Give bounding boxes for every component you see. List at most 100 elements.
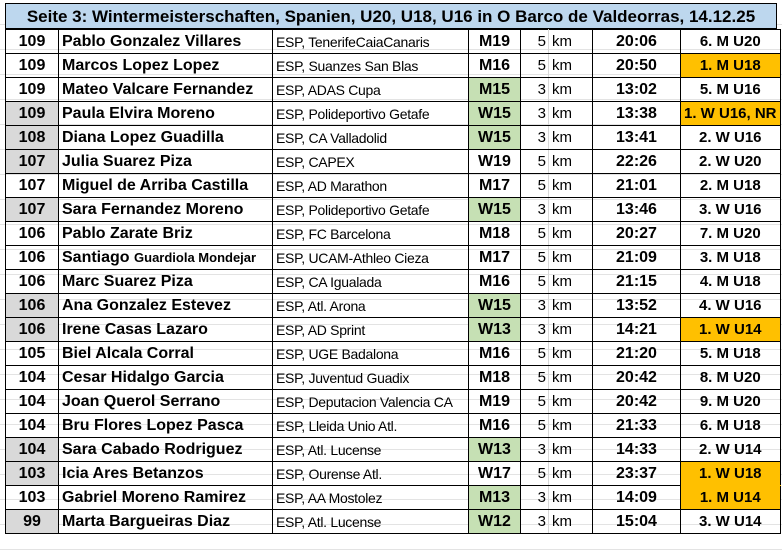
points-cell[interactable]: 103 — [5, 485, 59, 510]
class-cell[interactable]: M18 — [468, 365, 521, 390]
time-cell[interactable]: 13:41 — [592, 125, 681, 150]
distance-cell[interactable]: 3 — [520, 509, 549, 534]
place-cell[interactable]: 3. M U18 — [680, 245, 781, 270]
points-cell[interactable]: 99 — [5, 509, 59, 534]
distance-cell[interactable]: 5 — [520, 341, 549, 366]
place-cell[interactable]: 1. W U16, NR — [680, 101, 781, 126]
points-cell[interactable]: 109 — [5, 53, 59, 78]
time-cell[interactable]: 13:02 — [592, 77, 681, 102]
points-cell[interactable]: 106 — [5, 269, 59, 294]
name-cell[interactable]: Sara Fernandez Moreno — [58, 197, 273, 222]
class-cell[interactable]: M13 — [468, 485, 521, 510]
club-cell[interactable]: ESP, FC Barcelona — [272, 221, 469, 246]
distance-cell[interactable]: 3 — [520, 101, 549, 126]
unit-cell[interactable]: km — [548, 293, 593, 318]
unit-cell[interactable]: km — [548, 125, 593, 150]
name-cell[interactable]: Miguel de Arriba Castilla — [58, 173, 273, 198]
unit-cell[interactable]: km — [548, 173, 593, 198]
name-cell[interactable]: Gabriel Moreno Ramirez — [58, 485, 273, 510]
place-cell[interactable]: 9. M U20 — [680, 389, 781, 414]
name-cell[interactable]: Joan Querol Serrano — [58, 389, 273, 414]
distance-cell[interactable]: 3 — [520, 293, 549, 318]
name-cell[interactable]: Paula Elvira Moreno — [58, 101, 273, 126]
distance-cell[interactable]: 5 — [520, 461, 549, 486]
distance-cell[interactable]: 3 — [520, 197, 549, 222]
name-cell[interactable]: Icia Ares Betanzos — [58, 461, 273, 486]
points-cell[interactable]: 104 — [5, 437, 59, 462]
club-cell[interactable]: ESP, UCAM-Athleo Cieza — [272, 245, 469, 270]
time-cell[interactable]: 14:21 — [592, 317, 681, 342]
place-cell[interactable]: 7. M U20 — [680, 221, 781, 246]
class-cell[interactable]: M15 — [468, 77, 521, 102]
club-cell[interactable]: ESP, Polideportivo Getafe — [272, 197, 469, 222]
unit-cell[interactable]: km — [548, 149, 593, 174]
time-cell[interactable]: 20:06 — [592, 29, 681, 54]
name-cell[interactable]: Marcos Lopez Lopez — [58, 53, 273, 78]
class-cell[interactable]: M16 — [468, 269, 521, 294]
time-cell[interactable]: 14:33 — [592, 437, 681, 462]
unit-cell[interactable]: km — [548, 365, 593, 390]
points-cell[interactable]: 107 — [5, 197, 59, 222]
place-cell[interactable]: 2. W U16 — [680, 125, 781, 150]
class-cell[interactable]: W13 — [468, 317, 521, 342]
class-cell[interactable]: W17 — [468, 461, 521, 486]
class-cell[interactable]: M16 — [468, 413, 521, 438]
place-cell[interactable]: 4. W U16 — [680, 293, 781, 318]
unit-cell[interactable]: km — [548, 197, 593, 222]
class-cell[interactable]: M17 — [468, 173, 521, 198]
name-cell[interactable]: Pablo Zarate Briz — [58, 221, 273, 246]
class-cell[interactable]: W12 — [468, 509, 521, 534]
points-cell[interactable]: 104 — [5, 365, 59, 390]
distance-cell[interactable]: 5 — [520, 365, 549, 390]
club-cell[interactable]: ESP, CA Igualada — [272, 269, 469, 294]
place-cell[interactable]: 4. M U18 — [680, 269, 781, 294]
club-cell[interactable]: ESP, Ourense Atl. — [272, 461, 469, 486]
distance-cell[interactable]: 5 — [520, 53, 549, 78]
distance-cell[interactable]: 5 — [520, 29, 549, 54]
place-cell[interactable]: 2. W U20 — [680, 149, 781, 174]
name-cell[interactable]: Sara Cabado Rodriguez — [58, 437, 273, 462]
place-cell[interactable]: 3. W U16 — [680, 197, 781, 222]
club-cell[interactable]: ESP, AD Sprint — [272, 317, 469, 342]
time-cell[interactable]: 21:15 — [592, 269, 681, 294]
points-cell[interactable]: 109 — [5, 101, 59, 126]
club-cell[interactable]: ESP, Atl. Lucense — [272, 437, 469, 462]
place-cell[interactable]: 1. M U18 — [680, 53, 781, 78]
unit-cell[interactable]: km — [548, 509, 593, 534]
place-cell[interactable]: 1. W U14 — [680, 317, 781, 342]
points-cell[interactable]: 105 — [5, 341, 59, 366]
place-cell[interactable]: 1. M U14 — [680, 485, 781, 510]
club-cell[interactable]: ESP, Lleida Unio Atl. — [272, 413, 469, 438]
time-cell[interactable]: 21:33 — [592, 413, 681, 438]
club-cell[interactable]: ESP, CA Valladolid — [272, 125, 469, 150]
unit-cell[interactable]: km — [548, 29, 593, 54]
time-cell[interactable]: 20:27 — [592, 221, 681, 246]
club-cell[interactable]: ESP, Deputacion Valencia CA — [272, 389, 469, 414]
points-cell[interactable]: 104 — [5, 389, 59, 414]
unit-cell[interactable]: km — [548, 53, 593, 78]
place-cell[interactable]: 5. M U16 — [680, 77, 781, 102]
time-cell[interactable]: 20:42 — [592, 389, 681, 414]
name-cell[interactable]: Santiago Guardiola Mondejar — [58, 245, 273, 270]
time-cell[interactable]: 13:52 — [592, 293, 681, 318]
time-cell[interactable]: 20:42 — [592, 365, 681, 390]
place-cell[interactable]: 2. W U14 — [680, 437, 781, 462]
place-cell[interactable]: 3. W U14 — [680, 509, 781, 534]
name-cell[interactable]: Irene Casas Lazaro — [58, 317, 273, 342]
unit-cell[interactable]: km — [548, 317, 593, 342]
name-cell[interactable]: Marc Suarez Piza — [58, 269, 273, 294]
unit-cell[interactable]: km — [548, 437, 593, 462]
club-cell[interactable]: ESP, Atl. Arona — [272, 293, 469, 318]
class-cell[interactable]: W15 — [468, 101, 521, 126]
class-cell[interactable]: M16 — [468, 53, 521, 78]
distance-cell[interactable]: 5 — [520, 413, 549, 438]
club-cell[interactable]: ESP, AA Mostolez — [272, 485, 469, 510]
class-cell[interactable]: M18 — [468, 221, 521, 246]
unit-cell[interactable]: km — [548, 461, 593, 486]
time-cell[interactable]: 13:46 — [592, 197, 681, 222]
name-cell[interactable]: Pablo Gonzalez Villares — [58, 29, 273, 54]
class-cell[interactable]: W13 — [468, 437, 521, 462]
distance-cell[interactable]: 3 — [520, 485, 549, 510]
time-cell[interactable]: 13:38 — [592, 101, 681, 126]
club-cell[interactable]: ESP, Atl. Lucense — [272, 509, 469, 534]
